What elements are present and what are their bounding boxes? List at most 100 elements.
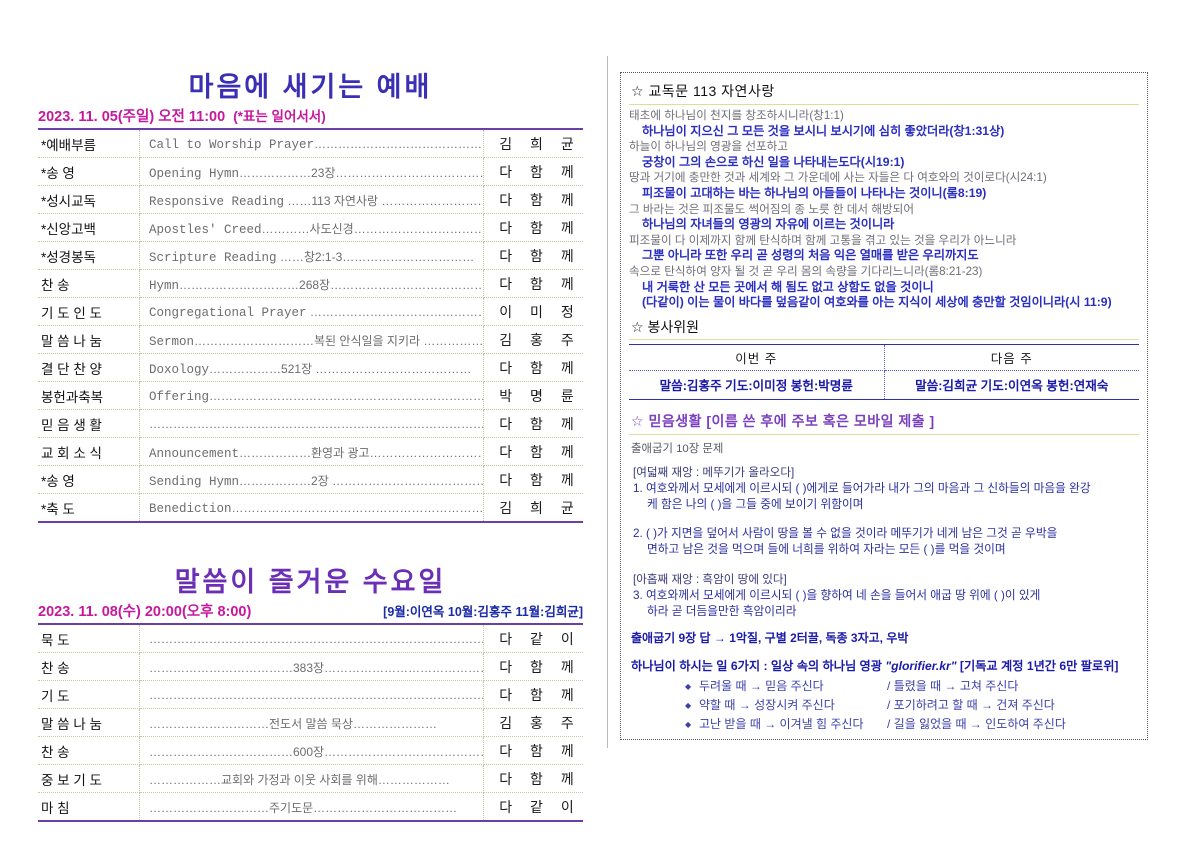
order-item-detail: ………………교회와 가정과 이웃 사회를 위해……………… — [149, 772, 450, 787]
table-row: 중 보 기 도 ………………교회와 가정과 이웃 사회를 위해……………… 다 함 … — [38, 764, 583, 794]
order-item-english: ………………………………………………………………………………… — [139, 625, 484, 654]
volunteers-col-next-week: 다음 주 — [884, 344, 1139, 371]
responsive-reading-line: 땅과 거기에 충만한 것과 세계와 그 가운데에 사는 자들은 다 여호와의 것… — [629, 171, 1047, 185]
order-item-korean: 말 씀 나 눔 — [38, 708, 140, 738]
wednesday-service-title: 말씀이 즐거운 수요일 — [174, 567, 447, 598]
six-things-item-left: 약할 때 → 성장시켜 주신다 — [699, 697, 835, 712]
sunday-order-table: *예배부름 Call to Worship Prayer…………………………………… — [38, 130, 583, 522]
six-things-item-right: / 포기하려고 할 때 → 건져 주신다 — [887, 697, 1055, 712]
order-item-korean: 교 회 소 식 — [38, 437, 140, 467]
order-item-english: ………………………………………………………………………………… — [139, 680, 484, 710]
order-item-korean: 중 보 기 도 — [38, 764, 140, 794]
six-things-list: 두려울 때 → 믿음 주신다 / 틀렸을 때 → 고쳐 주신다약할 때 → 성장시… — [629, 677, 1139, 734]
table-row: 말 씀 나 눔 …………………………전도서 말씀 묵상………………… 김 홍 주 — [38, 708, 583, 738]
volunteers-next-week: 말씀:김희균 기도:이연옥 봉헌:연재숙 — [915, 378, 1109, 393]
quiz-previous-answers: 출애굽기 9장 답 → 1악질, 구별 2터끌, 독종 3자고, 우박 — [631, 630, 909, 645]
order-item-english-label: Sermon — [149, 334, 195, 349]
wednesday-order-table: 묵 도…………………………………………………………………………………다 같 이찬… — [38, 625, 583, 821]
order-item-detail: …………………………………………………… — [314, 136, 483, 151]
sunday-standing-note: (*표는 일어서서) — [233, 109, 326, 125]
table-row: 결 단 찬 양 Doxology………………521장 ………………………………… 다… — [38, 353, 583, 383]
six-things-section: 하나님이 하시는 일 6가지 : 일상 속의 하나님 영광 "glorifier… — [629, 650, 1139, 734]
order-item-detail: ………………………………………………………………………… — [149, 416, 484, 431]
order-item-detail: ………………………………383장…………………………………… — [149, 660, 484, 675]
table-row: 말 씀 나 눔 Sermon…………………………복된 안식일을 지키라 ……………… — [38, 325, 583, 355]
order-item-detail: …………………………복된 안식일을 지키라 ……………… — [194, 333, 484, 348]
list-item: 약할 때 → 성장시켜 주신다 / 포기하려고 할 때 → 건져 주신다 — [685, 696, 1139, 715]
responsive-reading-line: 하나님의 자녀들의 영광의 자유에 이르는 것이니라 — [642, 217, 895, 232]
volunteers-col-this-week: 이번 주 — [629, 344, 885, 371]
order-item-korean: *성경봉독 — [38, 241, 140, 271]
order-item-korean: *신앙고백 — [38, 213, 140, 243]
list-item: 고난 받을 때 → 이겨낼 힘 주신다 / 길을 잃었을 때 → 인도하여 주신다 — [685, 715, 1139, 734]
quiz-question-2: 2. ( )가 지면을 덮어서 사람이 땅을 볼 수 없을 것이라 메뚜기가 네… — [629, 513, 1139, 558]
wednesday-date-line: 2023. 11. 08(수) 20:00(오후 8:00) [9월:이연옥 1… — [38, 600, 583, 626]
order-item-detail: …………………………주기도문……………………………… — [149, 800, 458, 815]
volunteers-table: 이번 주 다음 주 말씀:김홍주 기도:이미정 봉헌:박명륜 말씀:김희균 기도… — [629, 343, 1139, 400]
order-item-korean: 결 단 찬 양 — [38, 353, 140, 383]
table-row: 찬 송 ………………………………600장…………………………………… 다 함 께 — [38, 736, 583, 766]
quiz-question-3: 3. 여호와께서 모세에게 이르시되 ( )을 향하여 네 손을 들어서 애굽 … — [629, 588, 1139, 620]
responsive-reading-body: 태초에 하나님이 천지를 창조하시니라(창1:1) 하나님이 지으신 그 모든 것… — [629, 105, 1139, 313]
order-item-english: …………………………주기도문……………………………… — [139, 792, 484, 821]
order-item-leader: 다 같 이 — [483, 625, 583, 654]
order-item-korean: 기 도 인 도 — [38, 297, 140, 327]
order-item-leader: 박 명 륜 — [483, 381, 583, 411]
order-item-english: ………………………………383장…………………………………… — [139, 652, 484, 682]
order-item-leader: 다 함 께 — [483, 409, 583, 439]
order-item-english: Offering………………………………………………………………… — [139, 381, 484, 411]
table-row: *신앙고백 Apostles' Creed…………사도신경…………………………… 다… — [38, 213, 583, 243]
sunday-date: 2023. 11. 05(주일) 오전 11:00 — [38, 109, 226, 126]
responsive-reading-line: (다같이) 이는 물이 바다를 덮음같이 여호와를 아는 지식이 세상에 충만할… — [642, 295, 1112, 310]
order-item-english: ………………………………………………………………………… — [139, 409, 484, 439]
left-column: 마음에 새기는 예배 2023. 11. 05(주일) 오전 11:00 (*표… — [38, 72, 583, 823]
order-item-english: Hymn…………………………268장…………………………………… — [139, 269, 484, 299]
order-item-detail: ……113 자연사랑 ……………………… — [284, 193, 484, 208]
order-item-leader: 다 함 께 — [483, 437, 583, 467]
order-item-detail: ………………2장 ………………………………… — [239, 473, 484, 488]
order-item-leader: 다 함 께 — [483, 764, 583, 794]
order-item-english: Doxology………………521장 ………………………………… — [139, 353, 484, 383]
wednesday-order-wrapper: 묵 도…………………………………………………………………………………다 같 이찬… — [38, 625, 583, 823]
six-things-item-right: / 길을 잃었을 때 → 인도하여 주신다 — [887, 716, 1066, 731]
order-item-leader: 다 함 께 — [483, 157, 583, 187]
table-row: 찬 송 Hymn…………………………268장…………………………………… 다 함 께 — [38, 269, 583, 299]
responsive-reading-line: 피조물이 고대하는 바는 하나님의 아들들이 나타나는 것이니(롬8:19) — [642, 185, 987, 200]
table-row: 봉헌과축복 Offering………………………………………………………………… 박 … — [38, 381, 583, 411]
order-item-english-label: Sending Hymn — [149, 474, 240, 489]
order-item-english-label: Opening Hymn — [149, 166, 240, 181]
table-row: *예배부름 Call to Worship Prayer…………………………………… — [38, 130, 583, 159]
order-item-english: ………………교회와 가정과 이웃 사회를 위해……………… — [139, 764, 484, 794]
order-item-korean: *예배부름 — [38, 130, 140, 159]
order-item-english-label: Offering — [149, 389, 210, 404]
responsive-reading-line: 궁창이 그의 손으로 하신 일을 나타내는도다(시19:1) — [642, 154, 905, 169]
order-item-leader: 다 함 께 — [483, 652, 583, 682]
order-item-english-label: Scripture Reading — [149, 250, 277, 265]
order-item-korean: 찬 송 — [38, 652, 140, 682]
order-item-detail: ………………………………………………………………………………… — [149, 631, 483, 646]
wednesday-date: 2023. 11. 08(수) 20:00(오후 8:00) — [38, 604, 252, 621]
quiz-question-3-line-1: 3. 여호와께서 모세에게 이르시되 ( )을 향하여 네 손을 들어서 애굽 … — [633, 588, 1041, 602]
order-item-leader: 김 희 균 — [483, 130, 583, 159]
six-things-item-left: 두려울 때 → 믿음 주신다 — [699, 678, 824, 693]
quiz-question-2-line-1: 2. ( )가 지면을 덮어서 사람이 땅을 볼 수 없을 것이라 메뚜기가 네… — [633, 526, 1058, 540]
table-row: 교 회 소 식 Announcement………………환영과 광고………………………… — [38, 437, 583, 467]
table-row: 찬 송 ………………………………383장…………………………………… 다 함 께 — [38, 652, 583, 682]
order-item-korean: *성시교독 — [38, 185, 140, 215]
order-item-leader: 다 함 께 — [483, 185, 583, 215]
order-item-detail: …………사도신경…………………………… — [261, 221, 484, 236]
order-item-english: Sermon…………………………복된 안식일을 지키라 ……………… — [139, 325, 484, 355]
responsive-reading-line: 하나님이 지으신 그 모든 것을 보시니 보시기에 심히 좋았더라(창1:31상… — [642, 123, 1005, 138]
sunday-date-line: 2023. 11. 05(주일) 오전 11:00 (*표는 일어서서) — [38, 105, 583, 131]
responsive-reading-line: 피조물이 다 이제까지 함께 탄식하며 함께 고통을 겪고 있는 것을 우리가 … — [629, 233, 1017, 247]
table-row: 묵 도 …………………………………………………………………………………다 같 이 — [38, 625, 583, 654]
table-row: *축 도 Benediction……………………………………………………… 김 희 … — [38, 493, 583, 522]
volunteers-heading: ☆ 봉사위원 — [629, 313, 1139, 340]
order-item-detail: ………………………………………………………………… — [209, 388, 484, 403]
table-row: *송 영 Sending Hymn………………2장 ………………………………… 다 … — [38, 465, 583, 495]
volunteers-value-row: 말씀:김홍주 기도:이미정 봉헌:박명륜 말씀:김희균 기도:이연옥 봉헌:연재… — [629, 370, 1139, 400]
order-item-leader: 다 함 께 — [483, 213, 583, 243]
order-item-korean: 말 씀 나 눔 — [38, 325, 140, 355]
volunteers-header-row: 이번 주 다음 주 — [629, 344, 1139, 371]
